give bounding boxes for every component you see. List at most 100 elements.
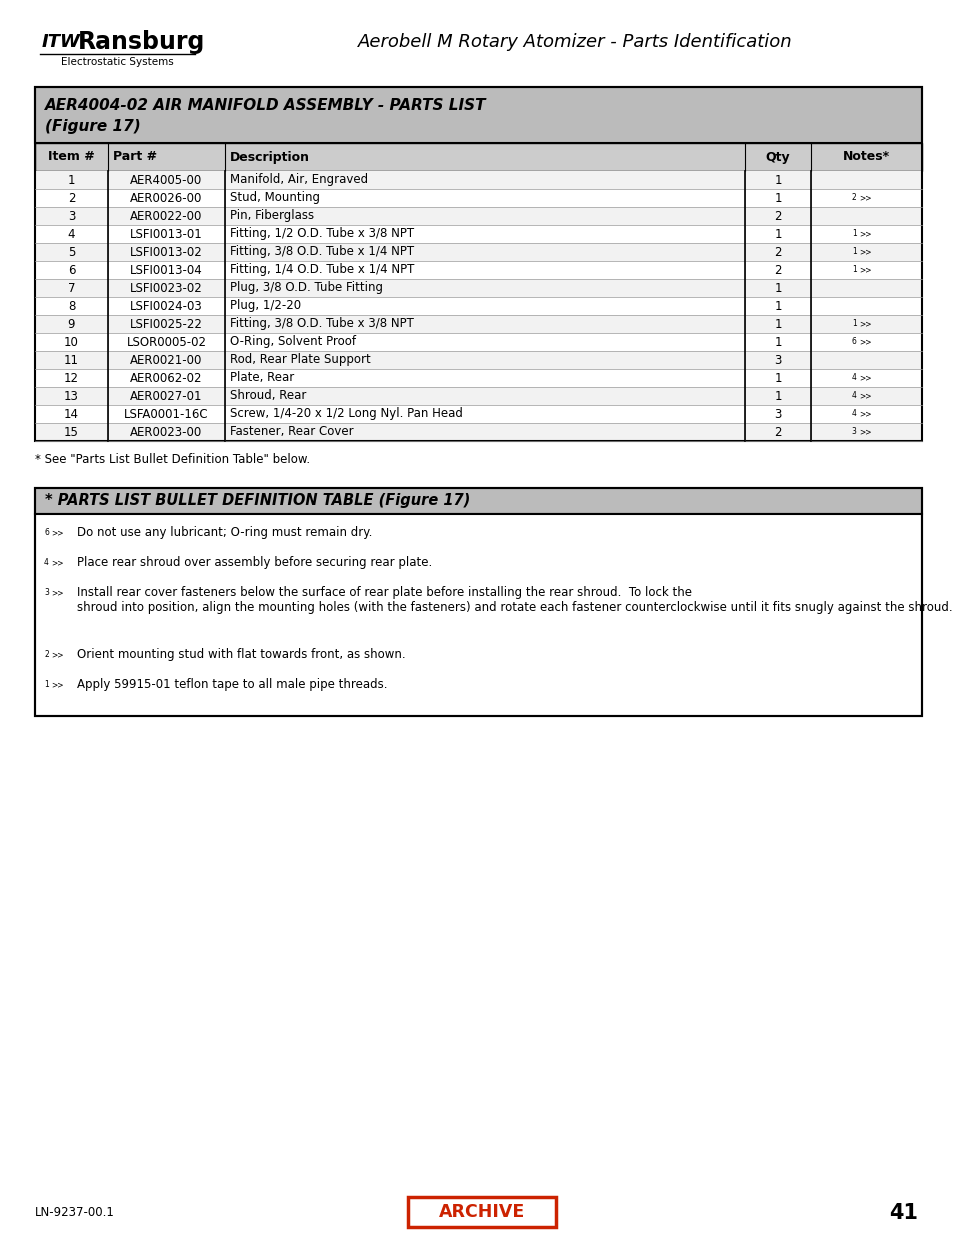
- Bar: [35, 369, 921, 387]
- Text: LSFI0013-02: LSFI0013-02: [130, 246, 203, 258]
- Text: Place rear shroud over assembly before securing rear plate.: Place rear shroud over assembly before s…: [77, 556, 432, 569]
- Text: LSFI0013-04: LSFI0013-04: [130, 263, 203, 277]
- Text: Screw, 1/4-20 x 1/2 Long Nyl. Pan Head: Screw, 1/4-20 x 1/2 Long Nyl. Pan Head: [230, 408, 462, 420]
- Text: 1: 1: [774, 372, 781, 384]
- Text: Orient mounting stud with flat towards front, as shown.: Orient mounting stud with flat towards f…: [77, 648, 405, 661]
- Text: >>: >>: [859, 337, 871, 347]
- Bar: [35, 143, 921, 170]
- Text: 3: 3: [68, 210, 75, 222]
- Text: 6: 6: [851, 337, 856, 347]
- Text: Apply 59915-01 teflon tape to all male pipe threads.: Apply 59915-01 teflon tape to all male p…: [77, 678, 387, 692]
- Text: O-Ring, Solvent Proof: O-Ring, Solvent Proof: [230, 336, 355, 348]
- Text: 3: 3: [851, 427, 856, 436]
- Text: LSOR0005-02: LSOR0005-02: [127, 336, 206, 348]
- Text: 7: 7: [68, 282, 75, 294]
- Bar: [35, 86, 921, 143]
- Text: Part #: Part #: [112, 151, 157, 163]
- Text: AER0022-00: AER0022-00: [131, 210, 202, 222]
- Text: 12: 12: [64, 372, 79, 384]
- Text: 13: 13: [64, 389, 79, 403]
- Bar: [35, 279, 921, 296]
- Bar: [408, 1197, 556, 1228]
- Text: >>: >>: [859, 391, 871, 400]
- Text: 6: 6: [44, 529, 49, 537]
- Text: 1: 1: [774, 317, 781, 331]
- Text: AER0023-00: AER0023-00: [131, 426, 202, 438]
- Text: >>: >>: [859, 194, 871, 203]
- Text: >>: >>: [51, 650, 64, 659]
- Bar: [35, 387, 921, 405]
- Bar: [35, 424, 921, 441]
- Text: 1: 1: [774, 389, 781, 403]
- Bar: [35, 488, 921, 716]
- Text: Fitting, 3/8 O.D. Tube x 3/8 NPT: Fitting, 3/8 O.D. Tube x 3/8 NPT: [230, 317, 414, 331]
- Text: >>: >>: [859, 427, 871, 436]
- Text: ARCHIVE: ARCHIVE: [438, 1203, 524, 1221]
- Bar: [35, 514, 921, 716]
- Text: 9: 9: [68, 317, 75, 331]
- Bar: [35, 243, 921, 261]
- Text: LN-9237-00.1: LN-9237-00.1: [35, 1207, 114, 1219]
- Text: Plate, Rear: Plate, Rear: [230, 372, 294, 384]
- Text: >>: >>: [51, 680, 64, 689]
- Text: Fitting, 3/8 O.D. Tube x 1/4 NPT: Fitting, 3/8 O.D. Tube x 1/4 NPT: [230, 246, 414, 258]
- Text: Fitting, 1/2 O.D. Tube x 3/8 NPT: Fitting, 1/2 O.D. Tube x 3/8 NPT: [230, 227, 414, 241]
- Text: 15: 15: [64, 426, 79, 438]
- Text: Do not use any lubricant; O-ring must remain dry.: Do not use any lubricant; O-ring must re…: [77, 526, 372, 538]
- Text: AER0027-01: AER0027-01: [131, 389, 203, 403]
- Text: * See "Parts List Bullet Definition Table" below.: * See "Parts List Bullet Definition Tabl…: [35, 453, 310, 466]
- Text: Item #: Item #: [48, 151, 94, 163]
- Text: Fitting, 1/4 O.D. Tube x 1/4 NPT: Fitting, 1/4 O.D. Tube x 1/4 NPT: [230, 263, 414, 277]
- Text: Ransburg: Ransburg: [78, 30, 205, 54]
- Text: LSFI0023-02: LSFI0023-02: [130, 282, 203, 294]
- Text: 41: 41: [888, 1203, 917, 1223]
- Text: >>: >>: [51, 558, 64, 567]
- Bar: [35, 405, 921, 424]
- Text: 1: 1: [774, 300, 781, 312]
- Text: Manifold, Air, Engraved: Manifold, Air, Engraved: [230, 173, 368, 186]
- Text: >>: >>: [859, 373, 871, 383]
- Text: 2: 2: [774, 426, 781, 438]
- Text: 8: 8: [68, 300, 75, 312]
- Text: 1: 1: [851, 247, 856, 257]
- Bar: [35, 189, 921, 207]
- Text: 1: 1: [44, 680, 49, 689]
- Text: Install rear cover fasteners below the surface of rear plate before installing t: Install rear cover fasteners below the s…: [77, 585, 952, 614]
- Text: 2: 2: [851, 194, 856, 203]
- Text: Qty: Qty: [765, 151, 789, 163]
- Text: 1: 1: [774, 191, 781, 205]
- Text: Plug, 1/2-20: Plug, 1/2-20: [230, 300, 301, 312]
- Text: 1: 1: [774, 282, 781, 294]
- Text: (Figure 17): (Figure 17): [45, 120, 141, 135]
- Text: Fastener, Rear Cover: Fastener, Rear Cover: [230, 426, 354, 438]
- Bar: [35, 488, 921, 514]
- Text: Electrostatic Systems: Electrostatic Systems: [61, 57, 173, 67]
- Bar: [35, 86, 921, 441]
- Text: 1: 1: [774, 173, 781, 186]
- Bar: [35, 351, 921, 369]
- Text: 3: 3: [44, 588, 49, 597]
- Text: 2: 2: [44, 650, 49, 659]
- Text: Rod, Rear Plate Support: Rod, Rear Plate Support: [230, 353, 371, 367]
- Bar: [35, 225, 921, 243]
- Text: 1: 1: [774, 227, 781, 241]
- Text: Shroud, Rear: Shroud, Rear: [230, 389, 306, 403]
- Text: 4: 4: [851, 410, 856, 419]
- Text: Plug, 3/8 O.D. Tube Fitting: Plug, 3/8 O.D. Tube Fitting: [230, 282, 382, 294]
- Text: 6: 6: [68, 263, 75, 277]
- Text: LSFI0024-03: LSFI0024-03: [130, 300, 203, 312]
- Text: LSFI0013-01: LSFI0013-01: [130, 227, 203, 241]
- Text: 2: 2: [774, 210, 781, 222]
- Bar: [35, 143, 921, 441]
- Text: LSFI0025-22: LSFI0025-22: [130, 317, 203, 331]
- Text: 11: 11: [64, 353, 79, 367]
- Bar: [35, 207, 921, 225]
- Text: 1: 1: [68, 173, 75, 186]
- Text: 4: 4: [851, 373, 856, 383]
- Text: Description: Description: [230, 151, 310, 163]
- Text: 10: 10: [64, 336, 79, 348]
- Bar: [35, 261, 921, 279]
- Text: 4: 4: [44, 558, 49, 567]
- Text: LSFA0001-16C: LSFA0001-16C: [124, 408, 209, 420]
- Bar: [35, 296, 921, 315]
